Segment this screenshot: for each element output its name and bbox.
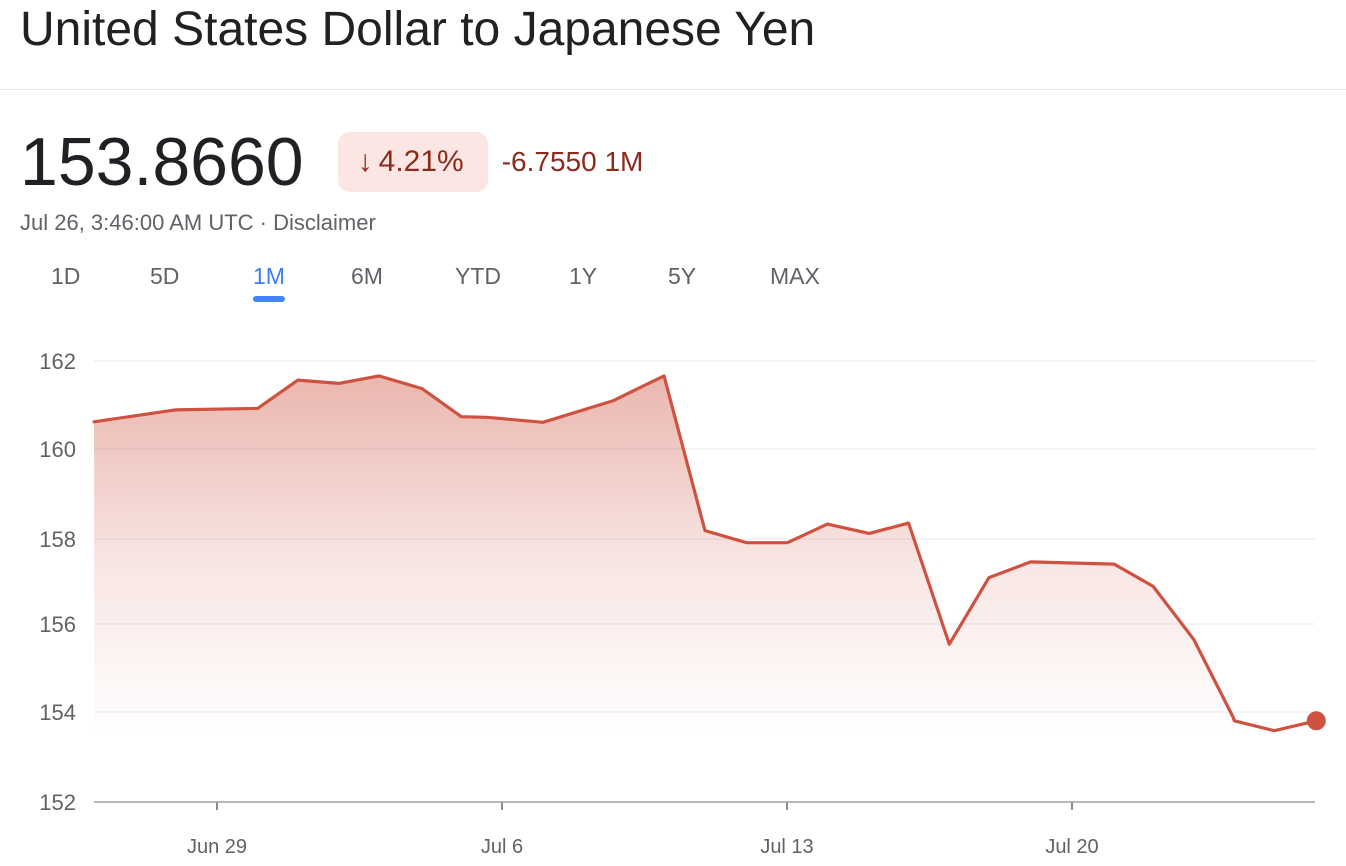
svg-text:Jul 20: Jul 20	[1045, 836, 1098, 858]
svg-text:158: 158	[39, 527, 76, 552]
svg-text:Jun 29: Jun 29	[187, 836, 247, 858]
svg-text:154: 154	[39, 700, 76, 725]
svg-text:160: 160	[39, 437, 76, 462]
svg-text:Jul 6: Jul 6	[481, 836, 523, 858]
svg-text:Jul 13: Jul 13	[760, 836, 813, 858]
svg-text:152: 152	[39, 790, 76, 815]
svg-text:156: 156	[39, 612, 76, 637]
svg-text:162: 162	[39, 349, 76, 374]
